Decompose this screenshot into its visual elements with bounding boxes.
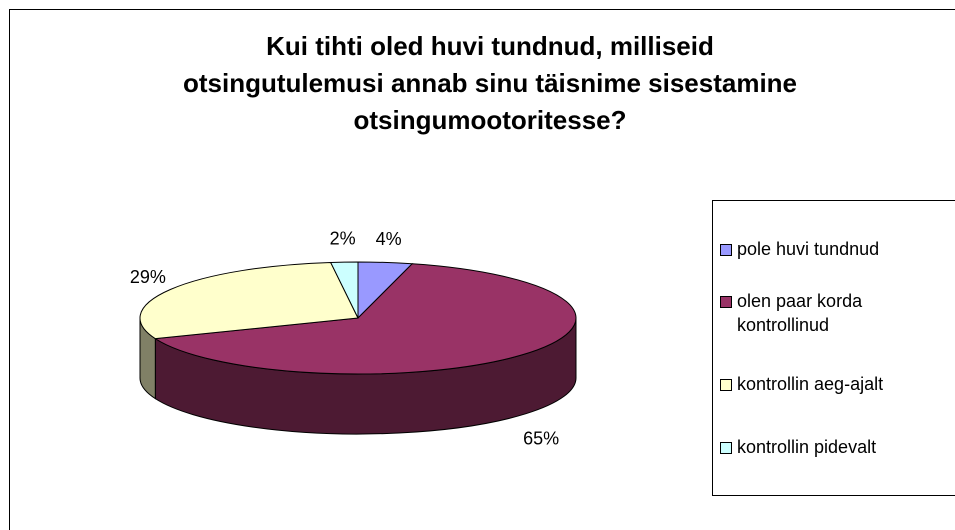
legend-label: pole huvi tundnud	[737, 239, 880, 259]
pie-slice	[329, 261, 359, 319]
legend-item: olen paar korda kontrollinud	[720, 289, 952, 337]
legend-item: pole huvi tundnud	[720, 237, 952, 261]
legend-swatch	[720, 379, 732, 391]
data-label: 2%	[330, 229, 356, 249]
chart-title: Kui tihti oled huvi tundnud, milliseid o…	[182, 31, 798, 135]
legend-label: olen paar korda kontrollinud	[737, 291, 863, 335]
chart-frame	[9, 9, 955, 530]
legend-swatch	[720, 442, 732, 454]
data-label: 4%	[376, 229, 402, 249]
legend-swatch	[720, 244, 732, 256]
legend-label: kontrollin aeg-ajalt	[737, 374, 884, 394]
legend: pole huvi tundnud olen paar korda kontrol…	[712, 200, 955, 496]
pie-slice	[153, 263, 577, 375]
legend-item: kontrollin aeg-ajalt	[720, 372, 952, 396]
data-label: 65%	[523, 429, 559, 449]
legend-item: kontrollin pidevalt	[720, 435, 952, 459]
legend-swatch	[720, 296, 732, 308]
legend-label: kontrollin pidevalt	[737, 437, 877, 457]
pie-slice	[139, 261, 359, 340]
data-label: 29%	[130, 267, 166, 287]
